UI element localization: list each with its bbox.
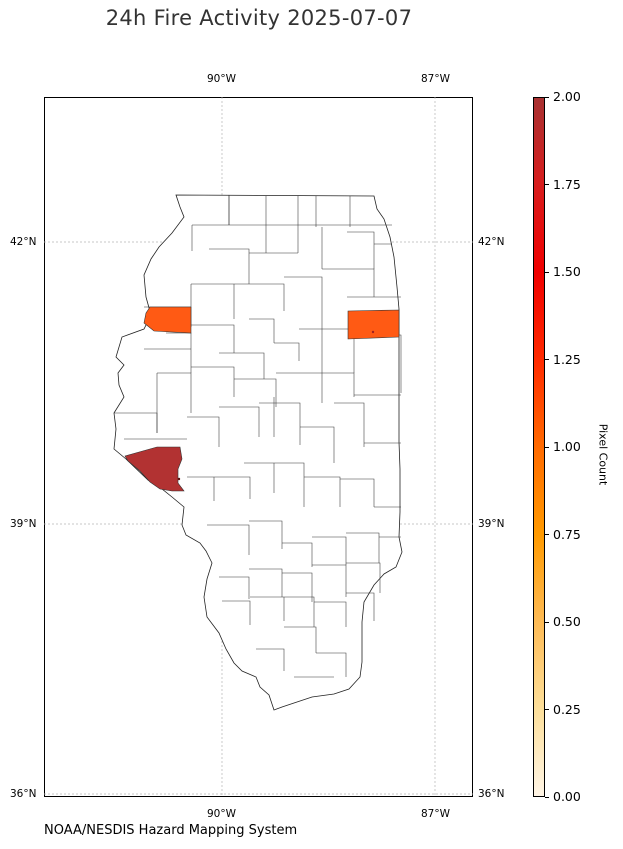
colorbar-tick-label: 2.00 [553,89,581,104]
colorbar-tick-mark [545,621,549,623]
right-lat-tick-42n: 42°N [478,236,505,248]
right-lat-tick-39n: 39°N [478,518,505,530]
top-lon-tick-87w: 87°W [421,73,450,85]
top-lon-tick-90w: 90°W [207,73,236,85]
colorbar-tick-label: 0.00 [553,789,581,804]
bottom-lon-tick-90w: 90°W [207,808,236,820]
bottom-lon-tick-87w: 87°W [421,808,450,820]
map-title: 24h Fire Activity 2025-07-07 [105,6,413,30]
colorbar-tick-label: 1.25 [553,351,581,367]
illinois-county-map[interactable] [44,97,473,797]
kankakee-county-fire[interactable] [347,309,400,340]
right-lat-tick-36n: 36°N [478,788,505,800]
colorbar-title: Pixel Count [596,423,610,486]
henderson-county-fire[interactable] [143,306,192,334]
colorbar-tick-mark [545,446,549,448]
left-lat-tick-39n: 39°N [10,518,37,530]
colorbar-tick-mark [545,96,549,98]
fire-detection-point [177,477,181,481]
left-lat-tick-36n: 36°N [10,788,37,800]
colorbar-tick-label: 0.25 [553,701,581,717]
colorbar-tick-mark [545,709,549,710]
colorbar-tick-label: 1.00 [553,439,581,454]
colorbar-tick-mark [545,359,549,360]
adams-pike-county-fire[interactable] [124,446,185,492]
colorbar-tick-mark [545,271,549,273]
source-credit: NOAA/NESDIS Hazard Mapping System [44,823,298,838]
colorbar-tick-label: 0.75 [553,526,581,542]
colorbar-tick-mark [545,796,549,798]
left-lat-tick-42n: 42°N [10,236,37,248]
colorbar-tick-mark [545,184,549,185]
colorbar-tick-mark [545,534,549,535]
colorbar [533,97,545,797]
colorbar-tick-label: 1.50 [553,264,581,279]
colorbar-tick-label: 1.75 [553,176,581,192]
fire-detection-point [371,330,375,334]
colorbar-tick-label: 0.50 [553,614,581,629]
